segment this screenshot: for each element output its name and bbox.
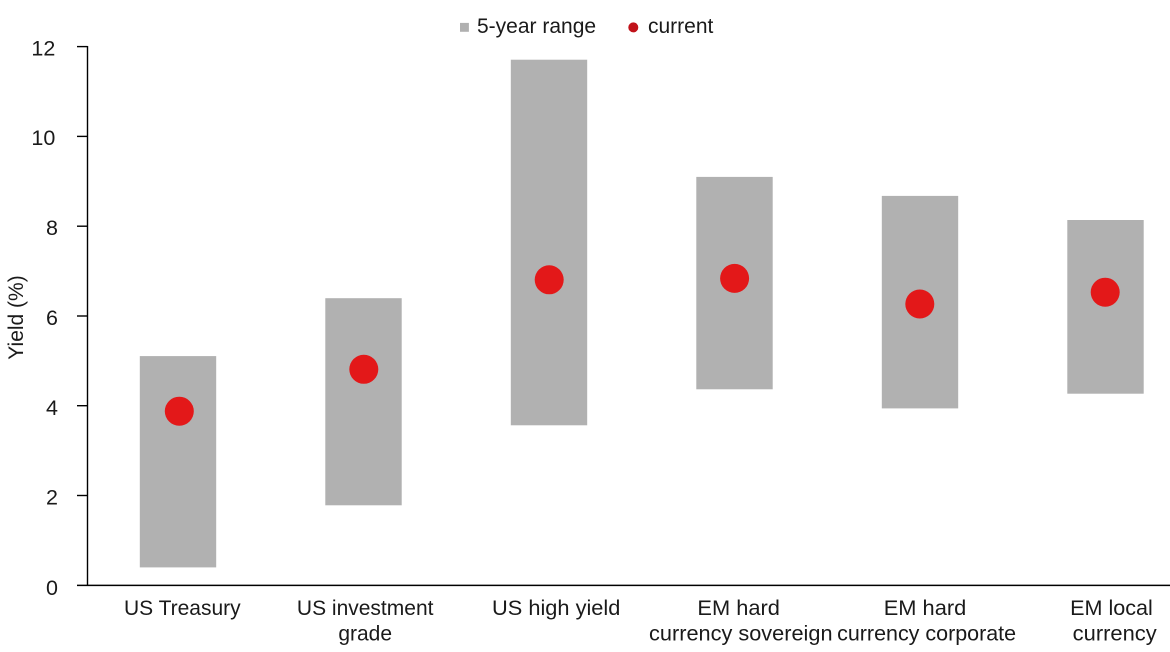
svg-text:EM hard: EM hard: [884, 597, 967, 620]
svg-text:grade: grade: [338, 622, 392, 645]
svg-text:Yield (%): Yield (%): [5, 275, 28, 359]
svg-text:10: 10: [31, 126, 55, 150]
svg-text:6: 6: [46, 306, 58, 330]
svg-text:12: 12: [31, 36, 55, 60]
svg-text:US high yield: US high yield: [492, 597, 620, 620]
svg-text:US Treasury: US Treasury: [124, 597, 241, 620]
svg-text:8: 8: [46, 216, 58, 240]
svg-text:2: 2: [46, 486, 58, 510]
svg-text:EM hard: EM hard: [697, 597, 780, 620]
svg-text:currency corporate: currency corporate: [837, 622, 1016, 645]
svg-text:4: 4: [46, 396, 58, 420]
svg-text:currency: currency: [1073, 622, 1158, 645]
svg-text:0: 0: [46, 576, 58, 600]
svg-text:currency sovereign: currency sovereign: [649, 622, 833, 645]
svg-text:current: current: [648, 15, 714, 38]
svg-text:US investment: US investment: [297, 597, 434, 620]
svg-text:5-year range: 5-year range: [477, 15, 596, 38]
svg-text:EM local: EM local: [1070, 597, 1153, 620]
